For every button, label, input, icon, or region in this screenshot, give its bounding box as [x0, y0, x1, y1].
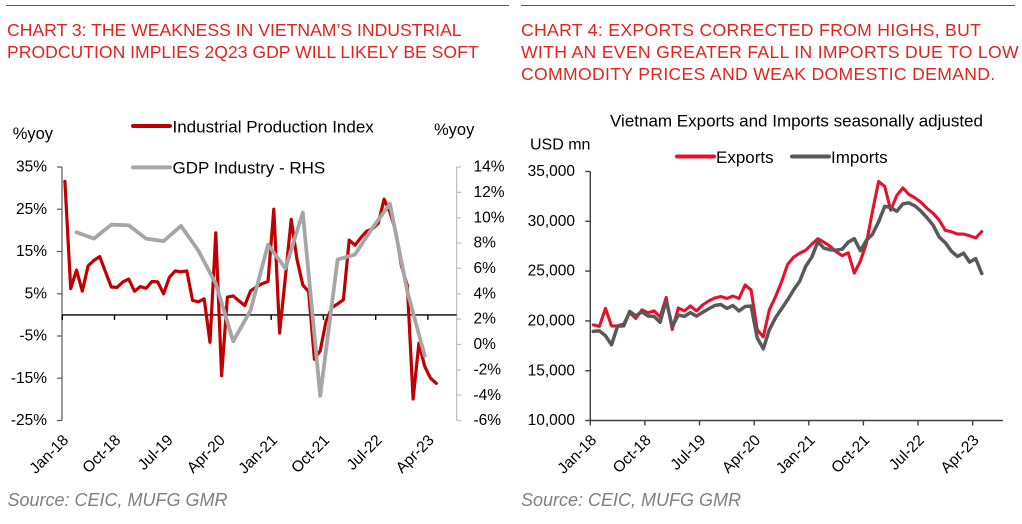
svg-text:USD mn: USD mn — [530, 137, 590, 154]
svg-text:-25%: -25% — [11, 412, 47, 429]
svg-text:Apr-20: Apr-20 — [184, 432, 229, 477]
svg-text:6%: 6% — [474, 260, 497, 277]
svg-text:25%: 25% — [16, 201, 47, 218]
svg-text:Apr-20: Apr-20 — [719, 432, 764, 477]
svg-text:10%: 10% — [474, 209, 505, 226]
svg-text:GDP Industry - RHS: GDP Industry - RHS — [173, 159, 326, 178]
svg-text:20,000: 20,000 — [528, 313, 576, 330]
svg-text:Imports: Imports — [831, 148, 888, 167]
svg-text:8%: 8% — [474, 235, 497, 252]
svg-text:Oct-21: Oct-21 — [828, 432, 873, 477]
svg-text:-5%: -5% — [19, 328, 47, 345]
svg-text:5%: 5% — [25, 285, 48, 302]
svg-text:Oct-18: Oct-18 — [79, 432, 124, 477]
svg-text:%yoy: %yoy — [434, 121, 475, 139]
svg-text:4%: 4% — [474, 285, 497, 302]
svg-text:14%: 14% — [474, 159, 505, 176]
svg-text:Jan-18: Jan-18 — [27, 432, 73, 478]
svg-text:Exports: Exports — [716, 148, 774, 167]
svg-text:30,000: 30,000 — [528, 213, 576, 230]
svg-text:25,000: 25,000 — [528, 263, 576, 280]
svg-text:-15%: -15% — [11, 370, 47, 387]
svg-text:35%: 35% — [16, 159, 47, 176]
svg-text:Oct-18: Oct-18 — [610, 432, 655, 477]
svg-text:-6%: -6% — [474, 412, 502, 429]
svg-text:10,000: 10,000 — [528, 412, 576, 429]
svg-text:Apr-23: Apr-23 — [393, 432, 438, 477]
svg-text:12%: 12% — [474, 184, 505, 201]
svg-text:Jan-21: Jan-21 — [235, 432, 281, 478]
svg-text:2%: 2% — [474, 311, 497, 328]
svg-text:0%: 0% — [474, 336, 497, 353]
svg-text:Jul-19: Jul-19 — [667, 432, 709, 474]
svg-text:35,000: 35,000 — [528, 163, 576, 180]
svg-text:Jan-21: Jan-21 — [773, 432, 819, 478]
svg-text:15,000: 15,000 — [528, 362, 576, 379]
svg-text:Jul-22: Jul-22 — [344, 432, 386, 474]
svg-text:Vietnam Exports and Imports se: Vietnam Exports and Imports seasonally a… — [610, 112, 983, 131]
svg-text:-2%: -2% — [474, 361, 502, 378]
svg-text:Jul-19: Jul-19 — [135, 432, 177, 474]
svg-text:Oct-21: Oct-21 — [288, 432, 333, 477]
svg-text:Jan-18: Jan-18 — [555, 432, 601, 478]
svg-text:15%: 15% — [16, 243, 47, 260]
svg-text:Jul-22: Jul-22 — [886, 432, 928, 474]
svg-text:%yoy: %yoy — [13, 125, 54, 143]
svg-text:Industrial Production Index: Industrial Production Index — [173, 118, 375, 137]
svg-text:-4%: -4% — [474, 387, 502, 404]
svg-text:Apr-23: Apr-23 — [938, 432, 983, 477]
